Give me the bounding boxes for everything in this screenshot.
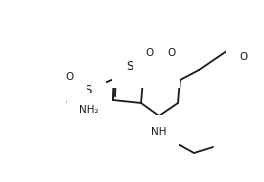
Text: NH: NH [151, 127, 167, 137]
Text: O: O [168, 48, 176, 58]
Text: O: O [66, 72, 74, 82]
Text: O: O [146, 48, 154, 58]
Text: S: S [84, 84, 92, 96]
Text: O: O [239, 52, 247, 62]
Text: NH₂: NH₂ [79, 105, 99, 115]
Text: O: O [66, 98, 74, 108]
Text: S: S [158, 60, 166, 74]
Text: S: S [126, 60, 134, 74]
